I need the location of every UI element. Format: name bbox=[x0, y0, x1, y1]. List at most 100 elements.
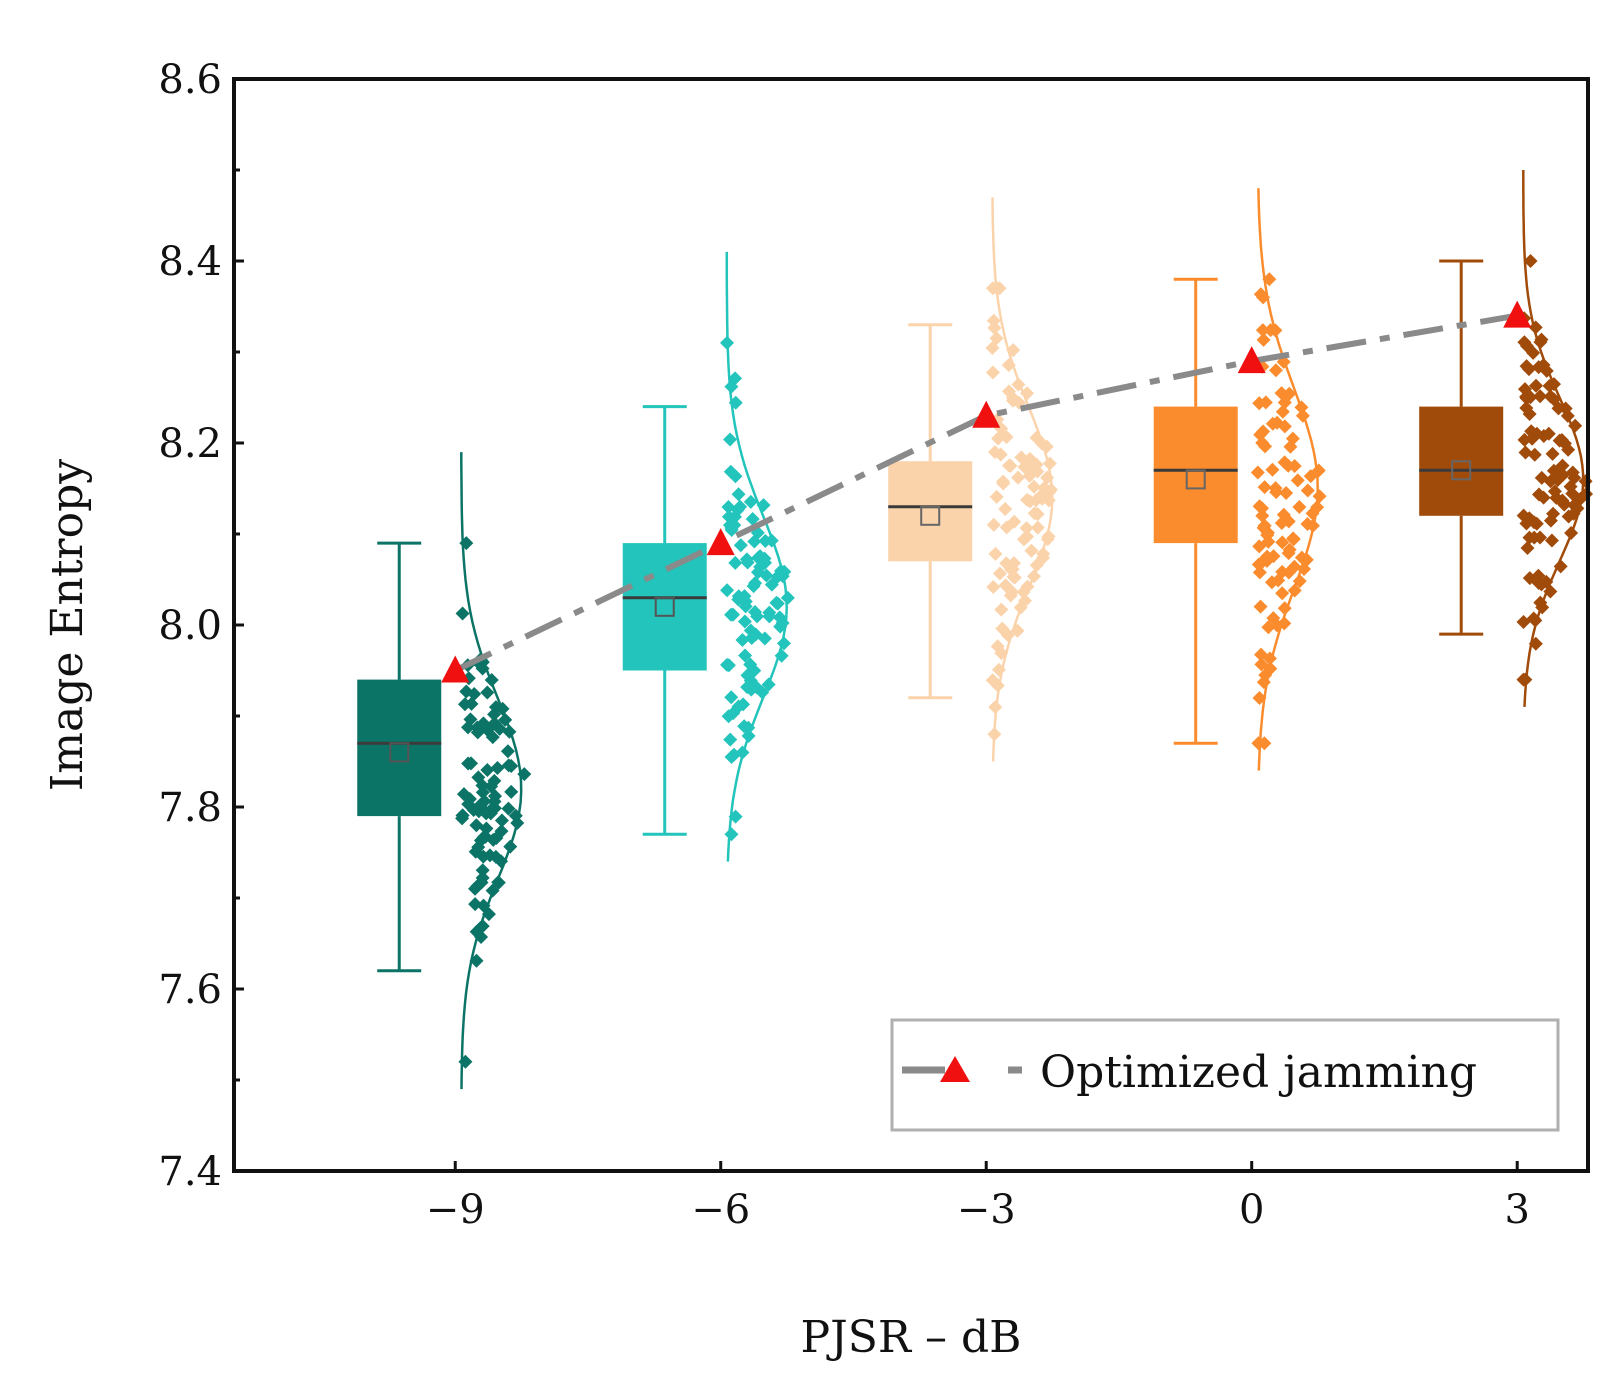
scatter-point bbox=[724, 379, 739, 394]
scatter-point bbox=[1275, 586, 1290, 601]
scatter-point bbox=[744, 682, 759, 697]
scatter-point bbox=[728, 469, 743, 484]
scatter-point bbox=[737, 614, 752, 629]
scatter-point bbox=[724, 827, 739, 842]
legend-box bbox=[890, 1018, 1560, 1132]
scatter-point bbox=[735, 632, 750, 647]
scatter-point bbox=[989, 489, 1004, 504]
scatter-point bbox=[1040, 532, 1055, 547]
scatter-point bbox=[490, 760, 505, 775]
scatter-point bbox=[985, 365, 1000, 380]
scatter-point bbox=[466, 802, 481, 817]
scatter-point bbox=[479, 806, 494, 821]
scatter-point bbox=[999, 520, 1014, 535]
scatter-point bbox=[753, 559, 768, 574]
scatter-point bbox=[992, 566, 1007, 581]
scatter-point bbox=[480, 763, 495, 778]
scatter-point bbox=[986, 313, 1001, 328]
scatter-point bbox=[723, 732, 738, 747]
scatter-point bbox=[475, 870, 490, 885]
scatter-point bbox=[485, 883, 500, 898]
scatter-point bbox=[1518, 672, 1533, 687]
scatter-point bbox=[985, 341, 1000, 356]
scatter-point bbox=[463, 712, 478, 727]
scatter-point bbox=[1277, 601, 1292, 616]
scatter-point bbox=[1290, 473, 1305, 488]
scatter-point bbox=[1528, 320, 1543, 335]
scatter-point bbox=[1544, 533, 1559, 548]
x-axis-title: PJSR – dB bbox=[801, 1312, 1022, 1363]
scatter-point bbox=[504, 784, 519, 799]
scatter-point bbox=[1522, 530, 1537, 545]
scatter-point bbox=[1528, 613, 1543, 628]
scatter-point bbox=[743, 623, 758, 638]
scatter-point bbox=[728, 809, 743, 824]
scatter-point bbox=[733, 538, 748, 553]
scatter-point bbox=[1286, 532, 1301, 547]
scatter-point bbox=[468, 881, 483, 896]
y-tick-label: 7.4 bbox=[158, 1149, 222, 1195]
scatter-point bbox=[985, 673, 1000, 688]
scatter-point bbox=[774, 648, 789, 663]
scatter-point bbox=[476, 716, 491, 731]
legend-marker-triangle bbox=[940, 1056, 970, 1082]
scatter-point bbox=[489, 831, 504, 846]
scatter-point bbox=[737, 589, 752, 604]
scatter-point bbox=[1287, 583, 1302, 598]
scatter-point bbox=[770, 569, 785, 584]
scatter-point bbox=[1305, 506, 1320, 521]
scatter-point bbox=[487, 794, 502, 809]
scatter-point bbox=[1020, 386, 1035, 401]
scatter-point bbox=[731, 487, 746, 502]
box bbox=[622, 543, 707, 671]
scatter-point bbox=[1566, 506, 1581, 521]
plot-area bbox=[357, 170, 1594, 1090]
scatter-point bbox=[1264, 575, 1279, 590]
scatter-point bbox=[985, 281, 1000, 296]
scatter-point bbox=[1256, 332, 1271, 347]
scatter-point bbox=[1283, 439, 1298, 454]
scatter-point bbox=[1268, 363, 1283, 378]
scatter-point bbox=[498, 712, 513, 727]
scatter-point bbox=[1265, 462, 1280, 477]
scatter-point bbox=[471, 840, 486, 855]
scatter-point bbox=[988, 546, 1003, 561]
box bbox=[888, 461, 973, 562]
series-marker-triangle bbox=[1503, 300, 1532, 328]
scatter-point bbox=[1027, 569, 1042, 584]
distribution-curve bbox=[725, 251, 788, 862]
scatter-point bbox=[480, 685, 495, 700]
scatter-point bbox=[998, 501, 1013, 516]
scatter-point bbox=[475, 863, 490, 878]
scatter-point bbox=[991, 431, 1006, 446]
scatter-point bbox=[738, 648, 753, 663]
scatter-point bbox=[1254, 555, 1269, 570]
scatter-point bbox=[456, 787, 471, 802]
scatter-point bbox=[1256, 424, 1271, 439]
scatter-point bbox=[501, 758, 516, 773]
scatter-point bbox=[1003, 458, 1018, 473]
scatter-point bbox=[1019, 521, 1034, 536]
scatter-point bbox=[1255, 323, 1270, 338]
scatter-point bbox=[1292, 574, 1307, 589]
scatter-point bbox=[741, 728, 756, 743]
scatter-point bbox=[773, 619, 788, 634]
scatter-point bbox=[1251, 736, 1266, 751]
scatter-point bbox=[1255, 435, 1270, 450]
scatter-point bbox=[743, 657, 758, 672]
series-marker-triangle bbox=[441, 655, 470, 683]
scatter-point bbox=[994, 602, 1009, 617]
scatter-point bbox=[1275, 404, 1290, 419]
scatter-point bbox=[510, 815, 525, 830]
box bbox=[357, 679, 442, 817]
scatter-point bbox=[728, 395, 743, 410]
scatter-point bbox=[1536, 357, 1551, 372]
scatter-point bbox=[459, 536, 474, 551]
box bbox=[1153, 406, 1238, 544]
y-tick-label: 8.4 bbox=[158, 239, 222, 285]
scatter-point bbox=[1042, 456, 1057, 471]
scatter-point bbox=[1275, 535, 1290, 550]
scatter-point bbox=[464, 756, 479, 771]
scatter-point bbox=[1312, 489, 1327, 504]
distribution-curve bbox=[460, 452, 523, 1090]
